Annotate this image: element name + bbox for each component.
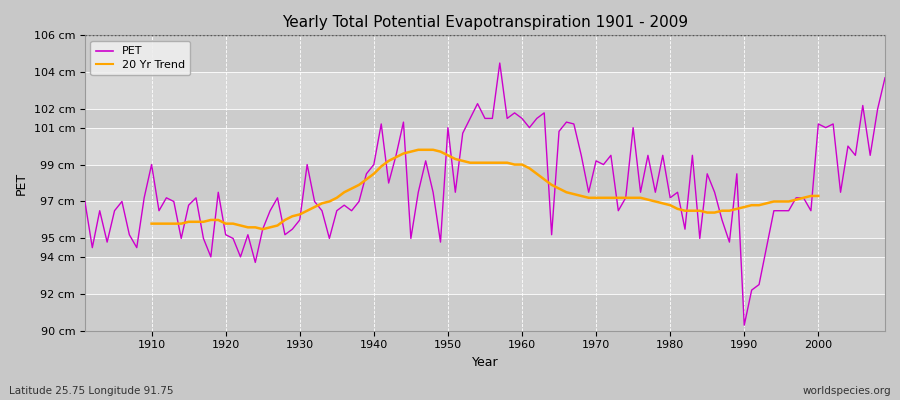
Y-axis label: PET: PET <box>15 172 28 194</box>
Bar <box>85 128 885 164</box>
Bar <box>85 164 885 202</box>
X-axis label: Year: Year <box>472 356 499 369</box>
Legend: PET, 20 Yr Trend: PET, 20 Yr Trend <box>91 41 190 75</box>
Bar <box>85 294 885 331</box>
Text: worldspecies.org: worldspecies.org <box>803 386 891 396</box>
Bar <box>85 238 885 257</box>
Title: Yearly Total Potential Evapotranspiration 1901 - 2009: Yearly Total Potential Evapotranspiratio… <box>282 15 688 30</box>
Bar <box>85 202 885 238</box>
Text: Latitude 25.75 Longitude 91.75: Latitude 25.75 Longitude 91.75 <box>9 386 174 396</box>
Bar <box>85 72 885 109</box>
Bar <box>85 109 885 128</box>
Bar <box>85 257 885 294</box>
Bar <box>85 35 885 72</box>
